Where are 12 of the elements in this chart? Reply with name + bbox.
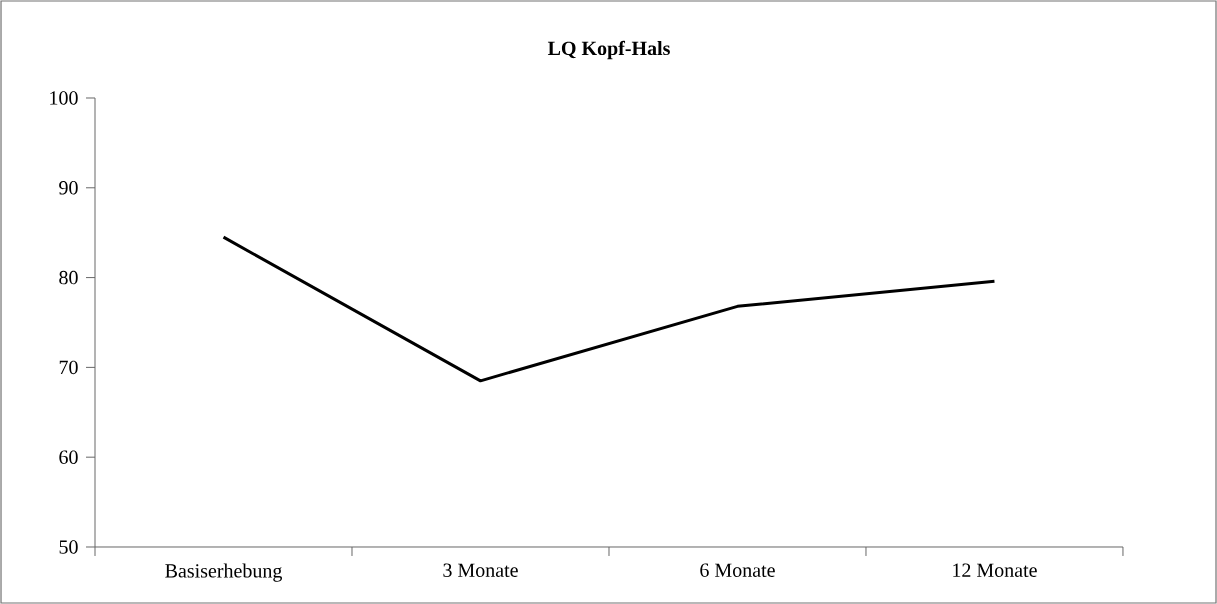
chart-title: LQ Kopf-Hals (547, 40, 670, 60)
x-tick-label: 3 Monate (443, 563, 518, 577)
y-tick-label: 100 (50, 91, 78, 105)
y-tick-label: 60 (59, 450, 78, 464)
y-tick-label: 80 (59, 270, 78, 285)
y-tick-label: 90 (59, 181, 78, 195)
x-tick-label: 12 Monate (953, 563, 1037, 577)
y-tick-label: 50 (59, 540, 78, 554)
x-tick-label: Basiserhebung (165, 563, 282, 582)
y-tick-label: 70 (59, 360, 78, 375)
x-tick-label: 6 Monate (700, 563, 775, 577)
line-series (222, 235, 996, 383)
